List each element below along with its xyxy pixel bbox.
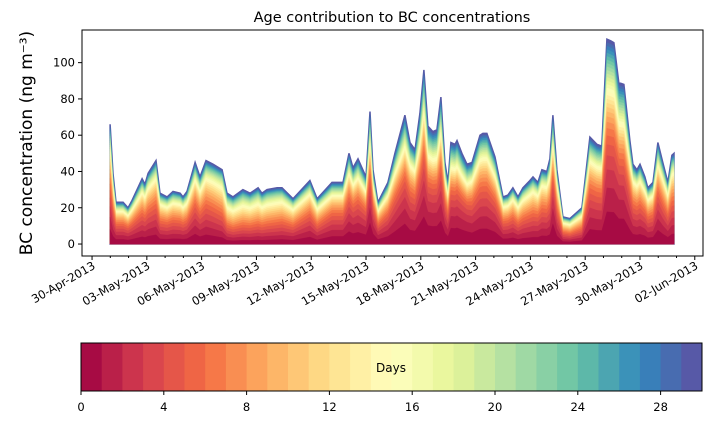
- colorbar-ticks: 0 4 8 12 16 20 24 28: [77, 391, 668, 414]
- colorbar-bin-24: [577, 343, 599, 391]
- plot-frame: [81, 29, 704, 257]
- colorbar-bin-4: [163, 343, 185, 391]
- y-tick-label: 20: [60, 201, 75, 215]
- colorbar-bin-13: [350, 343, 372, 391]
- colorbar-label: Days: [376, 361, 406, 375]
- x-axis: 30-Apr-201303-May-201306-May-201309-May-…: [29, 256, 700, 308]
- colorbar-bin-1: [101, 343, 123, 391]
- colorbar-bin-6: [205, 343, 227, 391]
- stacked-area-layers: [109, 37, 675, 245]
- colorbar-bin-27: [639, 343, 662, 391]
- colorbar-tick-label: 16: [405, 400, 420, 414]
- colorbar-bin-5: [184, 343, 206, 391]
- colorbar-tick-label: 20: [488, 400, 503, 414]
- y-tick-label: 40: [60, 164, 75, 178]
- y-tick-label: 80: [60, 92, 75, 106]
- y-axis-label: BC concentration (ng m⁻³): [17, 31, 37, 255]
- colorbar-bin-10: [288, 343, 310, 391]
- colorbar-bin-14: [370, 343, 392, 391]
- colorbar-tick-label: 4: [160, 400, 167, 414]
- colorbar-bin-15: [391, 343, 413, 391]
- colorbar: [81, 343, 703, 391]
- colorbar-tick-label: 24: [570, 400, 585, 414]
- colorbar-bin-11: [308, 343, 330, 391]
- colorbar-tick-label: 12: [322, 400, 337, 414]
- colorbar-bin-23: [557, 343, 579, 391]
- colorbar-bin-25: [598, 343, 620, 391]
- colorbar-bin-2: [122, 343, 144, 391]
- y-tick-label: 100: [53, 56, 75, 70]
- colorbar-bin-28: [660, 343, 682, 391]
- colorbar-bin-29: [681, 343, 703, 391]
- y-axis: 0 20 40 60 80 100: [53, 56, 82, 251]
- colorbar-bin-12: [329, 343, 351, 391]
- colorbar-bin-7: [225, 343, 248, 391]
- colorbar-bin-16: [412, 343, 434, 391]
- y-tick-label: 0: [68, 237, 75, 251]
- colorbar-bin-21: [515, 343, 537, 391]
- colorbar-tick-label: 8: [243, 400, 250, 414]
- colorbar-bin-9: [267, 343, 289, 391]
- colorbar-bin-22: [536, 343, 558, 391]
- colorbar-bin-17: [432, 343, 455, 391]
- chart-title: Age contribution to BC concentrations: [254, 10, 531, 26]
- colorbar-tick-label: 28: [653, 400, 668, 414]
- age-layer-0: [109, 211, 675, 245]
- colorbar-bin-19: [474, 343, 496, 391]
- y-tick-label: 60: [60, 128, 75, 142]
- colorbar-frame: [80, 342, 703, 392]
- colorbar-bin-8: [246, 343, 268, 391]
- colorbar-bin-26: [619, 343, 641, 391]
- colorbar-bin-3: [143, 343, 165, 391]
- colorbar-bin-20: [495, 343, 517, 391]
- colorbar-bin-18: [453, 343, 475, 391]
- colorbar-tick-label: 0: [77, 400, 84, 414]
- colorbar-bin-0: [81, 343, 103, 391]
